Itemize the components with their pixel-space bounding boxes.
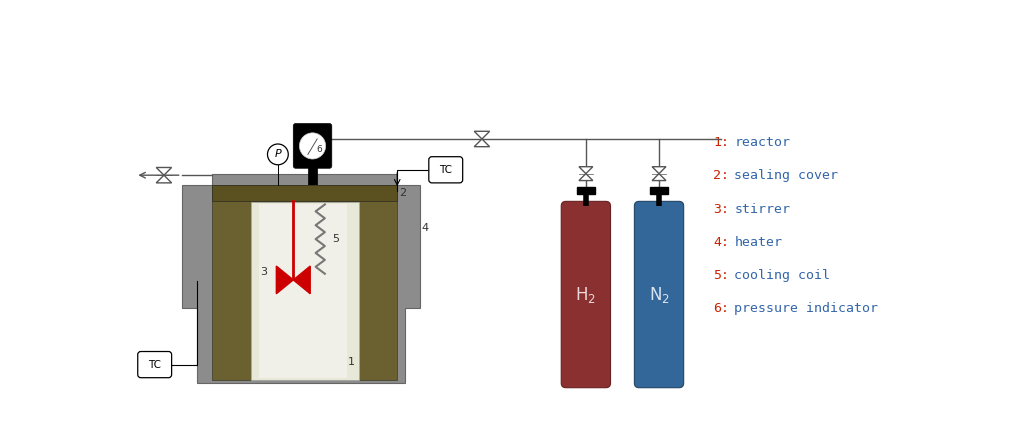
Polygon shape xyxy=(579,167,592,173)
Text: H$_2$: H$_2$ xyxy=(576,285,596,305)
Text: TC: TC xyxy=(149,359,161,370)
Bar xyxy=(251,202,359,380)
Text: 4: 4 xyxy=(422,223,429,232)
FancyBboxPatch shape xyxy=(635,201,683,388)
Text: 5: 5 xyxy=(331,234,338,244)
Text: 4:: 4: xyxy=(713,235,729,249)
Text: 6:: 6: xyxy=(713,302,729,315)
Text: 2:: 2: xyxy=(713,169,729,182)
Bar xyxy=(213,185,397,380)
Polygon shape xyxy=(182,173,420,383)
Bar xyxy=(577,187,595,194)
Text: 5:: 5: xyxy=(713,269,729,282)
FancyBboxPatch shape xyxy=(561,201,611,388)
Text: stirrer: stirrer xyxy=(735,202,791,215)
Text: 3: 3 xyxy=(260,267,267,277)
Text: 2: 2 xyxy=(398,188,406,198)
Text: heater: heater xyxy=(735,235,782,249)
Polygon shape xyxy=(293,266,311,294)
Text: P: P xyxy=(275,149,282,159)
Circle shape xyxy=(299,133,326,159)
Polygon shape xyxy=(277,266,293,294)
Polygon shape xyxy=(475,139,489,147)
Polygon shape xyxy=(579,173,592,181)
Text: TC: TC xyxy=(440,165,452,175)
Bar xyxy=(213,185,397,201)
Polygon shape xyxy=(475,131,489,139)
Text: pressure indicator: pressure indicator xyxy=(735,302,878,315)
Text: N$_2$: N$_2$ xyxy=(648,285,670,305)
Polygon shape xyxy=(652,173,666,181)
FancyBboxPatch shape xyxy=(429,157,462,183)
Text: 6: 6 xyxy=(317,145,322,153)
FancyBboxPatch shape xyxy=(137,351,171,378)
Circle shape xyxy=(267,144,288,165)
FancyBboxPatch shape xyxy=(293,124,331,168)
Text: sealing cover: sealing cover xyxy=(735,169,838,182)
Polygon shape xyxy=(156,168,171,175)
Bar xyxy=(259,204,347,378)
Text: 1: 1 xyxy=(348,357,355,368)
Polygon shape xyxy=(156,175,171,183)
Polygon shape xyxy=(652,167,666,173)
Text: 3:: 3: xyxy=(713,202,729,215)
Text: reactor: reactor xyxy=(735,136,791,149)
Text: 1:: 1: xyxy=(713,136,729,149)
Bar xyxy=(650,187,669,194)
Text: cooling coil: cooling coil xyxy=(735,269,831,282)
